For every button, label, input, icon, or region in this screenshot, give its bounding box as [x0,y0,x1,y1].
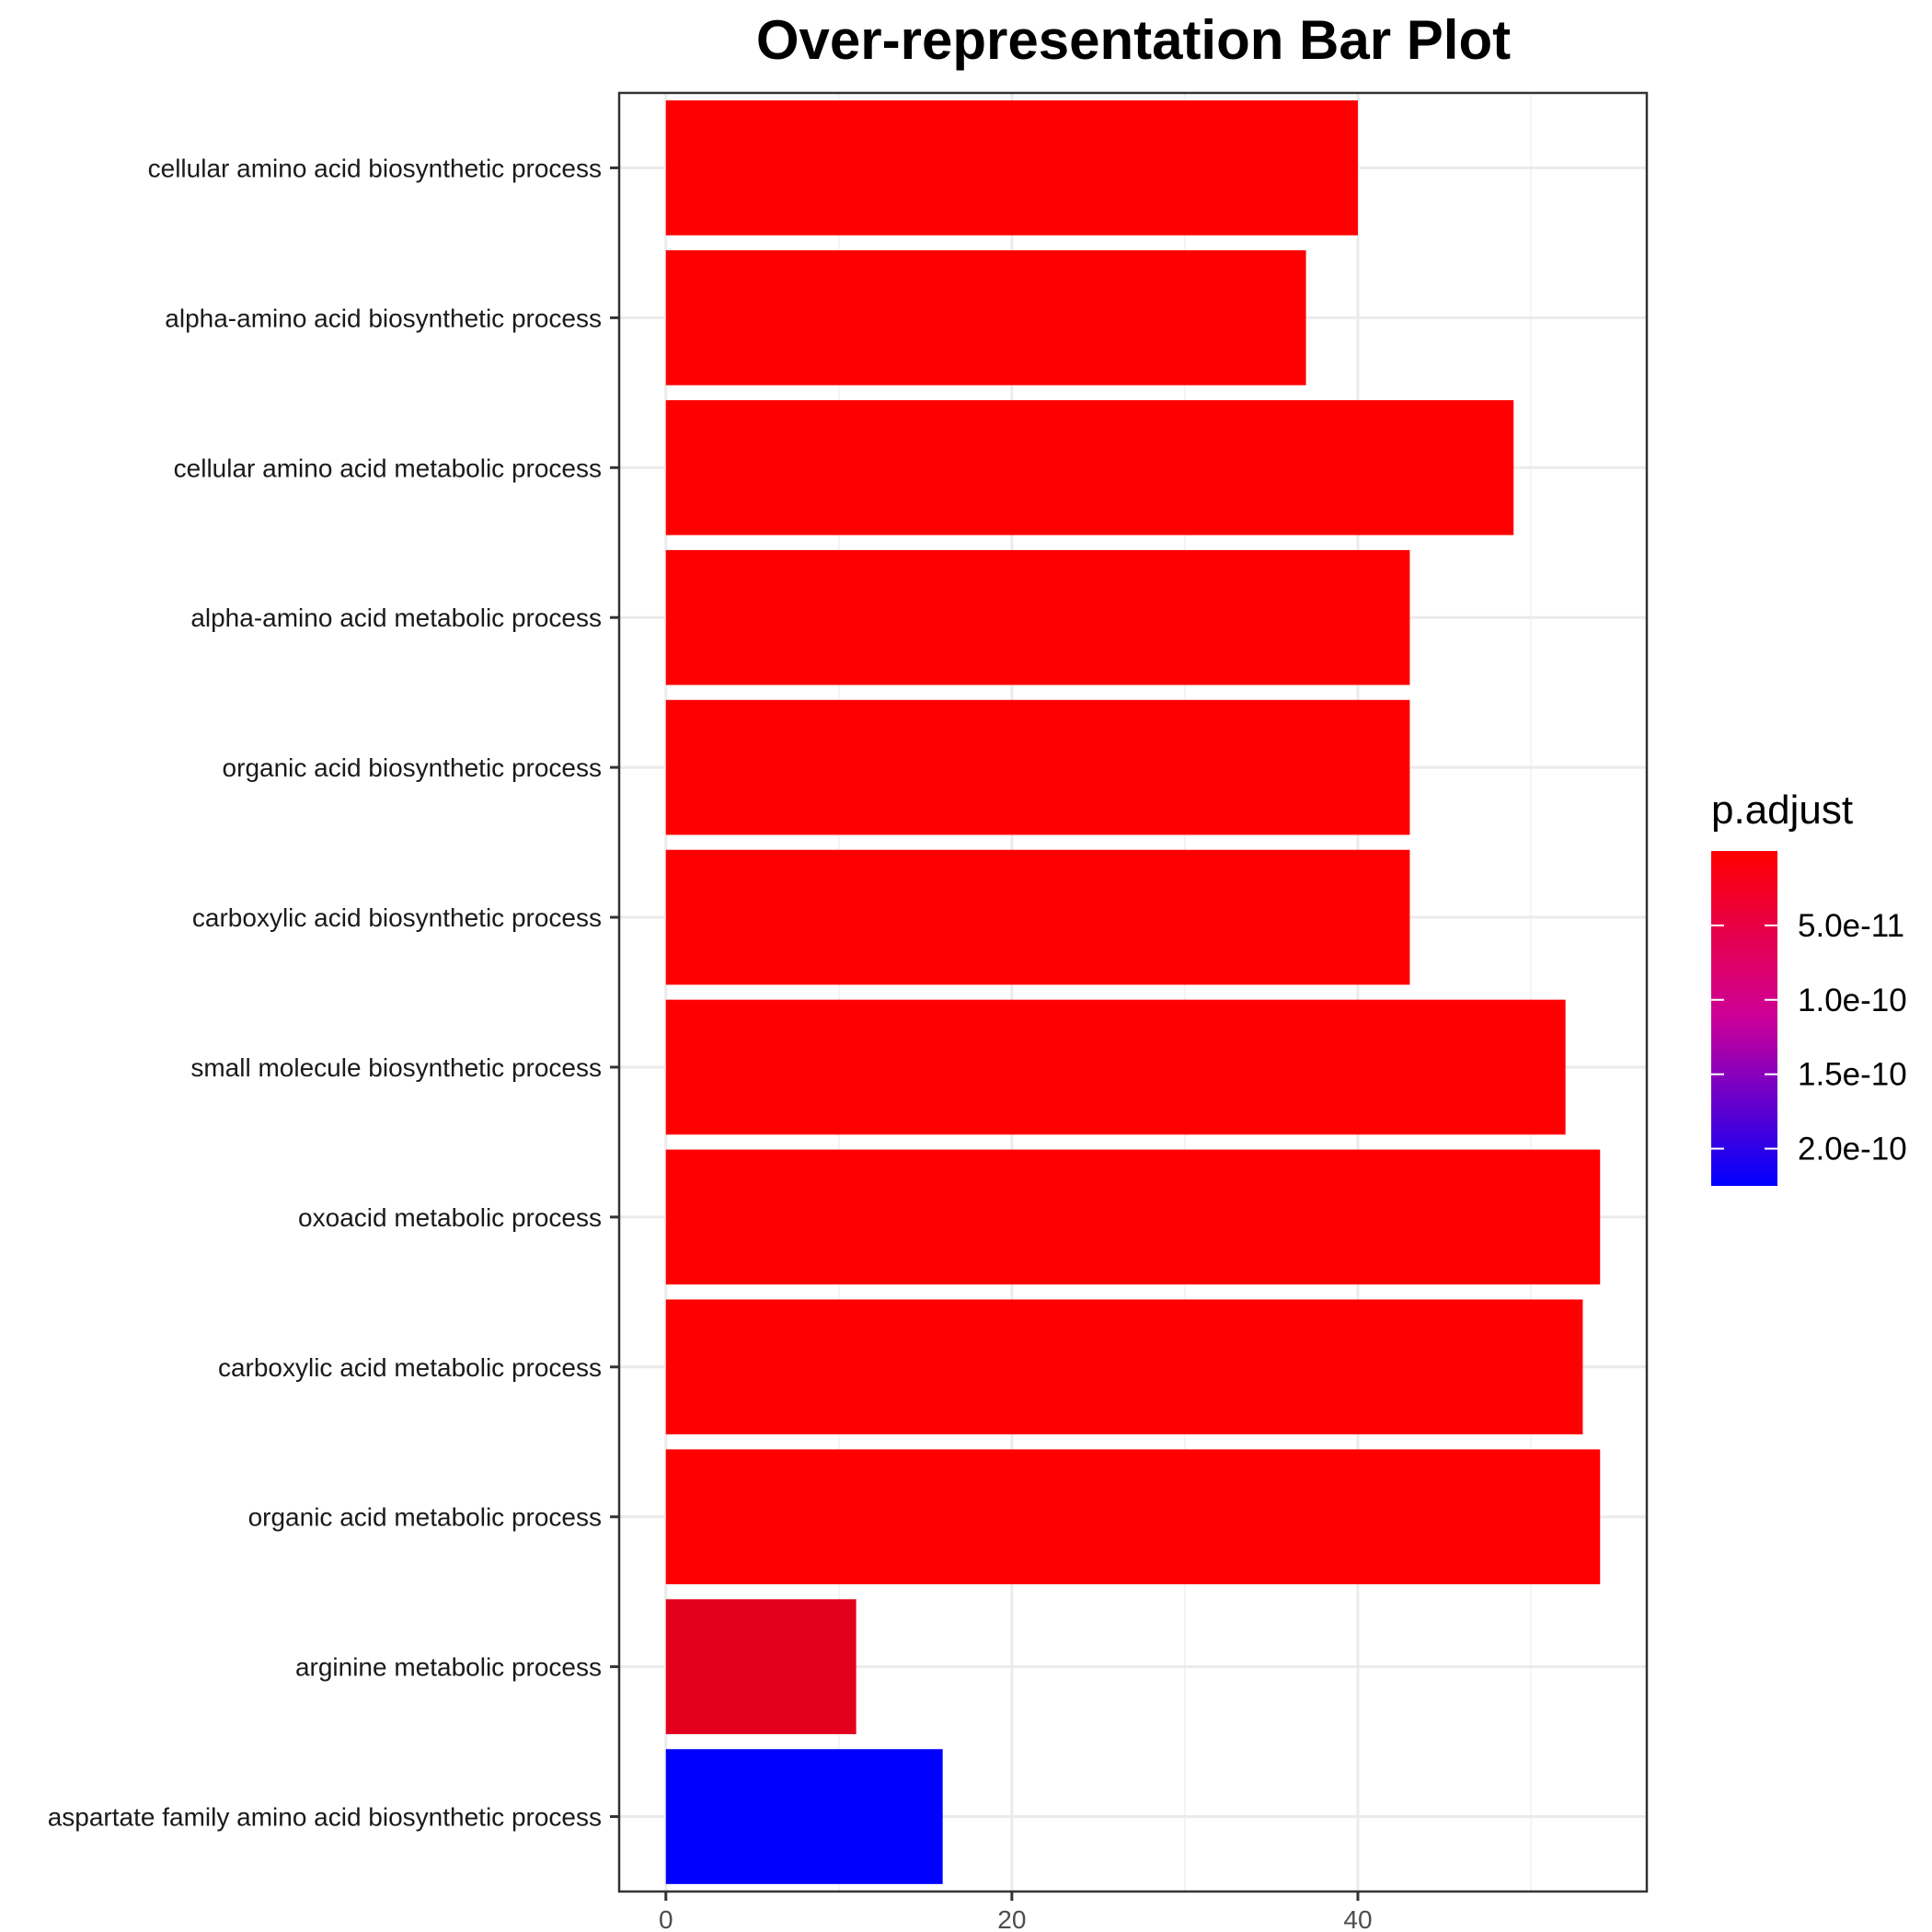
category-label: arginine metabolic process [295,1653,602,1682]
bar [665,250,1306,385]
category-label: small molecule biosynthetic process [190,1053,602,1082]
legend-title: p.adjust [1711,788,1853,833]
category-label: aspartate family amino acid biosynthetic… [48,1803,602,1832]
category-label: oxoacid metabolic process [298,1203,602,1232]
bar [665,100,1358,236]
legend-label: 1.0e-10 [1798,983,1907,1018]
x-tick-label: 0 [659,1905,673,1932]
x-axis: 0 20 40 [659,1892,1373,1932]
category-label: carboxylic acid metabolic process [218,1353,602,1382]
x-tick-label: 40 [1343,1905,1372,1932]
bar [665,1149,1601,1285]
legend-label: 5.0e-11 [1798,908,1904,944]
legend-colorbar [1711,851,1777,1186]
bar [665,399,1514,535]
category-label: organic acid metabolic process [248,1503,602,1532]
bar [665,1299,1583,1435]
category-label: alpha-amino acid biosynthetic process [165,304,602,332]
bar [665,1449,1601,1585]
chart-title: Over-representation Bar Plot [756,9,1511,71]
category-label: alpha-amino acid metabolic process [190,604,602,632]
legend: p.adjust 5.0e-11 1.0e-10 1.5e-10 2.0e-10 [1711,788,1907,1186]
bars [665,100,1601,1884]
category-label: organic acid biosynthetic process [223,753,602,782]
bar [665,699,1410,835]
bar [665,1749,943,1884]
plot-panel-border [617,91,1649,1893]
bar [665,1599,857,1734]
legend-ticks: 5.0e-11 1.0e-10 1.5e-10 2.0e-10 [1711,908,1907,1167]
bar [665,849,1410,985]
category-labels: cellular amino acid biosynthetic process… [48,154,619,1832]
category-label: carboxylic acid biosynthetic process [192,903,602,932]
legend-label: 1.5e-10 [1798,1057,1907,1093]
legend-label: 2.0e-10 [1798,1132,1907,1167]
bar [665,549,1410,685]
category-label: cellular amino acid metabolic process [174,454,602,482]
x-tick-label: 20 [997,1905,1026,1932]
bar [665,999,1566,1135]
category-label: cellular amino acid biosynthetic process [148,154,602,182]
